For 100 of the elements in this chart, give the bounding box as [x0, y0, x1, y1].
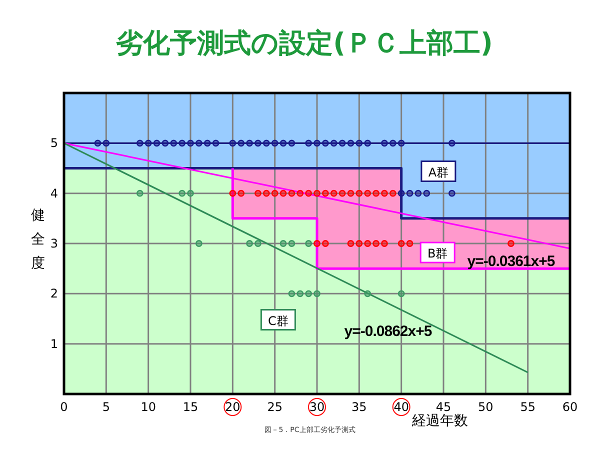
- point: [288, 190, 296, 197]
- point: [322, 140, 329, 147]
- annotation: y=-0.0862x+5: [344, 323, 432, 340]
- point: [94, 140, 102, 147]
- point: [448, 190, 456, 197]
- point: [356, 190, 363, 197]
- point: [288, 140, 296, 147]
- point: [448, 140, 456, 147]
- point: [136, 190, 144, 197]
- y-tick-label: 1: [50, 336, 58, 351]
- point: [280, 140, 287, 147]
- point: [406, 240, 414, 247]
- point: [280, 240, 287, 247]
- point: [144, 140, 152, 147]
- point: [381, 190, 388, 197]
- point: [238, 190, 245, 197]
- point: [372, 190, 380, 197]
- point: [364, 240, 372, 247]
- y-axis-title: 健全度: [31, 208, 45, 272]
- point: [305, 240, 312, 247]
- point: [288, 290, 296, 298]
- point: [305, 190, 312, 197]
- point: [238, 140, 245, 147]
- point: [153, 140, 160, 147]
- point: [170, 140, 178, 147]
- point: [162, 140, 169, 147]
- point: [271, 190, 278, 197]
- point: [322, 240, 329, 247]
- point: [347, 240, 354, 247]
- point: [136, 140, 144, 147]
- point: [381, 140, 388, 147]
- point: [229, 140, 236, 147]
- x-tick-label: 0: [60, 400, 68, 414]
- x-tick-label: 45: [436, 400, 452, 414]
- x-tick-label: 10: [140, 400, 156, 414]
- point: [338, 190, 346, 197]
- point: [314, 240, 320, 247]
- point: [364, 140, 372, 147]
- point: [398, 240, 405, 247]
- x-tick-label: 55: [520, 400, 536, 414]
- point: [296, 290, 304, 298]
- point: [398, 290, 405, 298]
- y-tick-label: 5: [50, 136, 58, 150]
- point: [262, 190, 270, 197]
- x-tick-label: 40: [394, 400, 409, 414]
- point: [398, 140, 405, 147]
- x-tick-label: 35: [352, 400, 367, 414]
- point: [187, 190, 194, 197]
- point: [187, 140, 194, 147]
- point: [254, 190, 262, 197]
- point: [195, 240, 202, 247]
- point: [364, 190, 372, 197]
- point: [204, 140, 211, 147]
- point: [322, 190, 329, 197]
- point: [364, 290, 372, 298]
- x-axis-title: 経過年数: [411, 413, 468, 429]
- point: [178, 190, 186, 197]
- point: [338, 140, 346, 147]
- point: [356, 240, 363, 247]
- point: [254, 140, 262, 147]
- x-tick-label: 5: [102, 400, 110, 414]
- x-tick-label: 15: [182, 400, 198, 414]
- label: A群: [420, 160, 456, 182]
- x-tick-label: 50: [478, 400, 494, 414]
- point: [381, 240, 388, 247]
- annotation: B群: [427, 246, 448, 261]
- point: [423, 190, 430, 197]
- point: [414, 190, 422, 197]
- point: [389, 140, 396, 147]
- point: [288, 240, 296, 247]
- point: [389, 190, 396, 197]
- point: [347, 140, 354, 147]
- point: [372, 240, 380, 247]
- point: [398, 190, 405, 197]
- point: [347, 190, 354, 197]
- annotation: A群: [428, 165, 449, 180]
- point: [296, 190, 304, 197]
- x-tick-label: 25: [267, 400, 282, 414]
- point: [330, 190, 338, 197]
- point: [229, 190, 236, 197]
- point: [330, 140, 338, 147]
- point: [178, 140, 186, 147]
- y-tick-label: 3: [50, 236, 58, 250]
- point: [212, 140, 220, 147]
- x-tick-label: 20: [225, 400, 240, 414]
- point: [246, 140, 253, 147]
- point: [406, 190, 414, 197]
- annotation: C群: [268, 314, 288, 328]
- point: [508, 240, 514, 247]
- x-tick-label: 60: [562, 400, 578, 414]
- annotation: y=-0.0361x+5: [467, 253, 555, 270]
- point: [314, 140, 320, 147]
- point: [102, 140, 110, 147]
- point: [280, 190, 287, 197]
- point: [195, 140, 202, 147]
- point: [246, 240, 253, 247]
- point: [305, 140, 312, 147]
- chart-title: 劣化予測式の設定(ＰＣ上部工): [116, 28, 493, 59]
- point: [356, 140, 363, 147]
- point: [271, 140, 278, 147]
